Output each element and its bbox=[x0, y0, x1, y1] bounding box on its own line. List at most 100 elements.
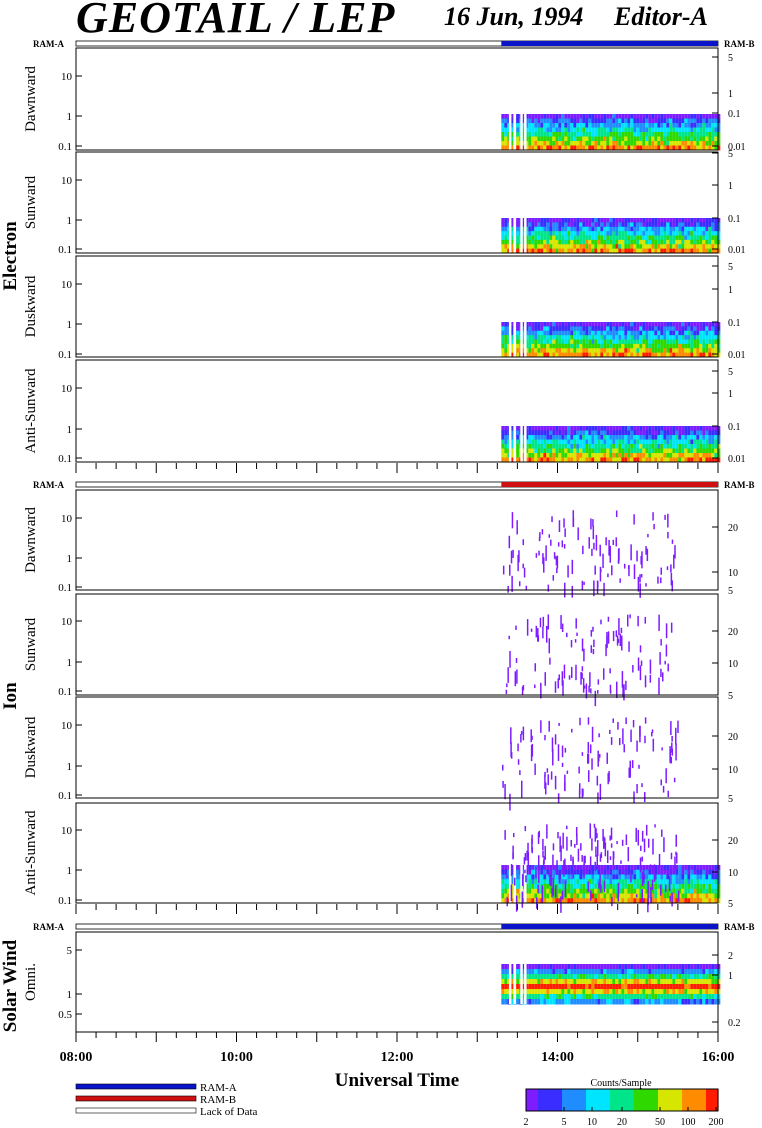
heatmap-cell bbox=[549, 994, 553, 1000]
heatmap-cell bbox=[612, 352, 616, 358]
heatmap-cell bbox=[543, 335, 547, 340]
heatmap-cell bbox=[609, 448, 613, 454]
heatmap-cell bbox=[624, 335, 628, 340]
heatmap-cell bbox=[690, 123, 694, 128]
heatmap-cell bbox=[672, 879, 676, 885]
heatmap-cell bbox=[603, 141, 607, 146]
heatmap-cell bbox=[699, 127, 703, 133]
ram-status-bar: RAM-A RAM-B bbox=[33, 480, 755, 490]
heatmap-cell bbox=[537, 226, 541, 232]
heatmap-cell bbox=[684, 994, 688, 1000]
heatmap-cell bbox=[690, 984, 694, 990]
heatmap-cell bbox=[567, 231, 571, 236]
heatmap-cell bbox=[663, 426, 667, 431]
heatmap-cell bbox=[546, 348, 550, 354]
sparse-count-mark bbox=[644, 675, 647, 688]
heatmap-cell bbox=[627, 235, 631, 241]
heatmap-cell bbox=[633, 145, 637, 151]
heatmap-cell bbox=[702, 136, 706, 142]
sparse-count-mark bbox=[557, 832, 559, 839]
heatmap-cell bbox=[540, 448, 544, 454]
heatmap-cell bbox=[699, 145, 703, 151]
heatmap-cell bbox=[588, 326, 592, 332]
heatmap-cell bbox=[711, 348, 715, 354]
heatmap-cell bbox=[654, 999, 658, 1005]
sparse-count-mark bbox=[622, 685, 624, 697]
heatmap-cell bbox=[615, 235, 619, 241]
heatmap-cell bbox=[642, 457, 646, 463]
heatmap-cell bbox=[594, 989, 598, 995]
heatmap-cell bbox=[699, 218, 703, 223]
heatmap-cell bbox=[588, 865, 592, 871]
heatmap-cell bbox=[612, 218, 616, 223]
heatmap-cell bbox=[603, 222, 607, 228]
heatmap-cell bbox=[657, 330, 661, 336]
heatmap-cell bbox=[660, 335, 664, 340]
sparse-count-mark bbox=[603, 582, 605, 597]
heatmap-cell bbox=[522, 884, 526, 890]
heatmap-cell bbox=[507, 127, 511, 133]
heatmap-cell bbox=[621, 969, 625, 975]
sparse-count-mark bbox=[598, 754, 601, 758]
heatmap-cell bbox=[561, 989, 565, 995]
heatmap-cell bbox=[606, 348, 610, 354]
heatmap-cell bbox=[687, 430, 691, 436]
heatmap-cell bbox=[687, 222, 691, 228]
heatmap-cell bbox=[543, 244, 547, 250]
sparse-count-mark bbox=[621, 635, 623, 651]
heatmap-cell bbox=[645, 248, 649, 254]
heatmap-cell bbox=[588, 898, 592, 904]
heatmap-cell bbox=[687, 888, 691, 894]
heatmap-cell bbox=[534, 898, 538, 904]
heatmap-cell bbox=[675, 879, 679, 885]
time-ticks bbox=[75, 1032, 719, 1042]
heatmap-cell bbox=[618, 964, 622, 970]
heatmap-cell bbox=[561, 974, 565, 980]
colorbar-cell bbox=[622, 1089, 625, 1111]
heatmap-cell bbox=[558, 964, 562, 970]
heatmap-cell bbox=[645, 439, 649, 445]
heatmap-cell bbox=[588, 439, 592, 445]
heatmap-cell bbox=[693, 335, 697, 340]
heatmap-cell bbox=[576, 127, 580, 133]
heatmap-cell bbox=[645, 352, 649, 358]
heatmap-cell bbox=[633, 127, 637, 133]
heatmap-cell bbox=[594, 145, 598, 151]
heatmap-cell bbox=[708, 439, 712, 445]
heatmap-cell bbox=[600, 145, 604, 151]
heatmap-cell bbox=[531, 127, 535, 133]
heatmap-cell bbox=[630, 979, 634, 985]
heatmap-cell bbox=[570, 964, 574, 970]
heatmap-cell bbox=[594, 430, 598, 436]
sparse-count-mark bbox=[628, 564, 630, 577]
heatmap-cell bbox=[501, 994, 505, 1000]
heatmap-cell bbox=[615, 453, 619, 458]
heatmap-cell bbox=[669, 989, 673, 995]
heatmap-cell bbox=[528, 969, 532, 975]
sparse-count-mark bbox=[583, 648, 585, 662]
heatmap-cell bbox=[552, 994, 556, 1000]
heatmap-cell bbox=[660, 435, 664, 440]
heatmap-cell bbox=[630, 132, 634, 137]
heatmap-cell bbox=[561, 994, 565, 1000]
heatmap-cell bbox=[621, 352, 625, 358]
heatmap-cell bbox=[621, 114, 625, 119]
sparse-count-mark bbox=[668, 876, 671, 892]
sparse-count-mark bbox=[639, 645, 642, 653]
heatmap-cell bbox=[555, 231, 559, 236]
heatmap-cell bbox=[546, 984, 550, 990]
heatmap-cell bbox=[558, 244, 562, 250]
sparse-count-mark bbox=[563, 664, 566, 679]
heatmap-cell bbox=[681, 352, 685, 358]
heatmap-cell bbox=[618, 248, 622, 254]
heatmap-cell bbox=[504, 218, 508, 223]
heatmap-cell bbox=[696, 123, 700, 128]
heatmap-cell bbox=[684, 999, 688, 1005]
heatmap-cell bbox=[609, 439, 613, 445]
heatmap-cell bbox=[561, 127, 565, 133]
heatmap-cell bbox=[663, 339, 667, 345]
heatmap-cell bbox=[603, 114, 607, 119]
heatmap-cell bbox=[510, 118, 514, 124]
heatmap-cell bbox=[552, 448, 556, 454]
heatmap-cell bbox=[690, 127, 694, 133]
